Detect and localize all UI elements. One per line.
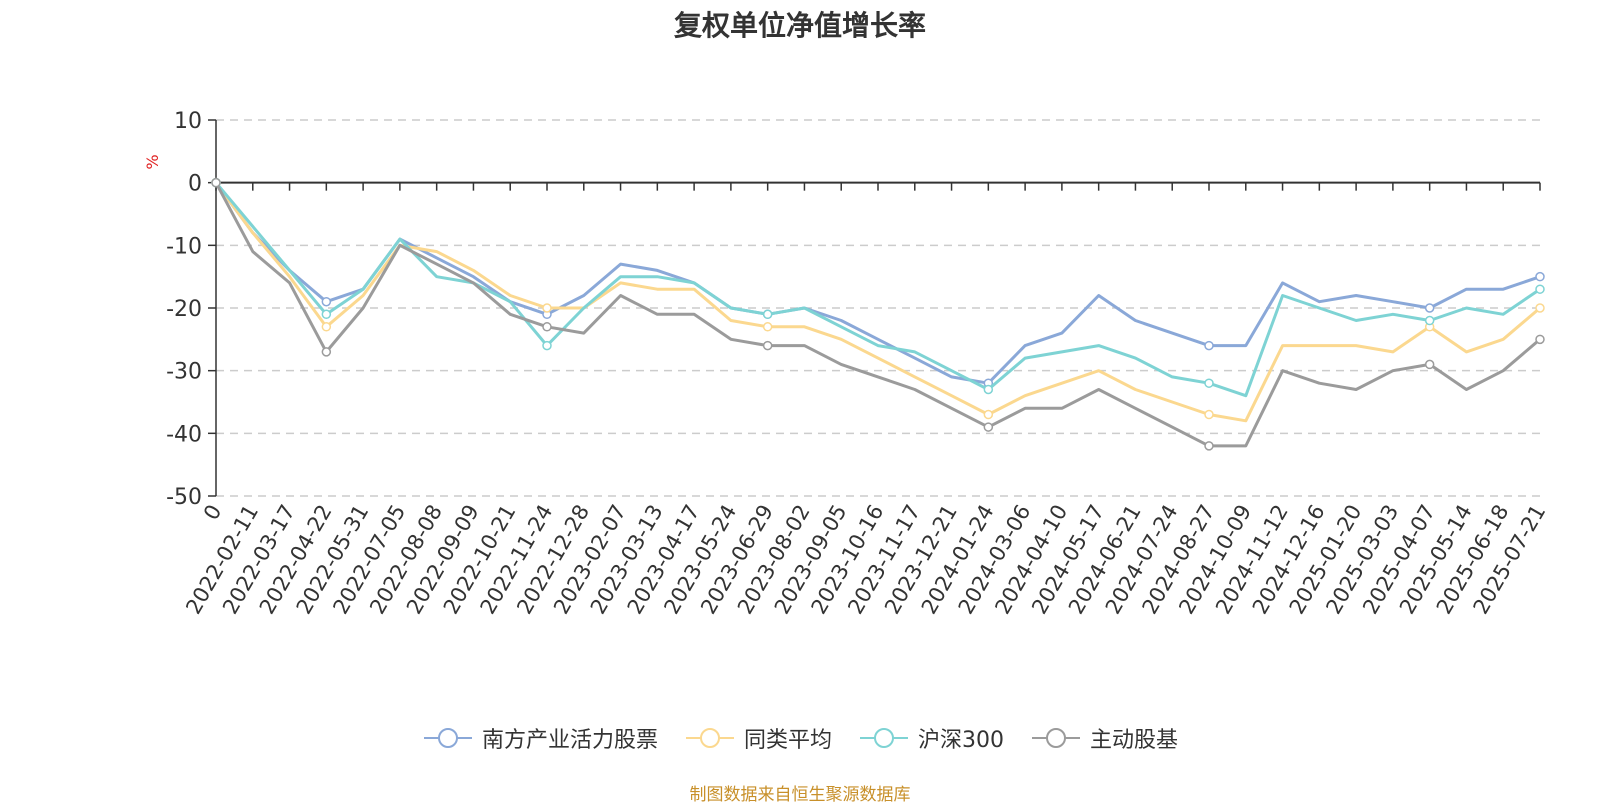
series-point: [1204, 340, 1214, 351]
series-line-2: [214, 181, 1541, 398]
series-point: [1535, 271, 1545, 282]
series-point: [542, 340, 552, 351]
series-point: [1424, 303, 1435, 313]
legend-swatch-icon: [1032, 728, 1080, 748]
series-line-1: [214, 181, 1541, 423]
series-point: [983, 384, 994, 395]
legend-item[interactable]: 同类平均: [684, 722, 832, 754]
series-point: [983, 422, 994, 432]
series-point: [321, 309, 332, 320]
series-point: [1204, 441, 1214, 451]
series-point: [1424, 359, 1435, 370]
series-point: [1204, 378, 1214, 388]
legend-item[interactable]: 主动股基: [1030, 722, 1178, 754]
y-tick-label: -20: [166, 297, 202, 322]
x-tick-label: 0: [199, 501, 226, 525]
legend-label: 沪深300: [918, 728, 1004, 753]
y-tick-label: 10: [174, 109, 202, 134]
series-point: [1535, 284, 1545, 294]
chart-title: 复权单位净值增长率: [673, 9, 926, 42]
series-point: [211, 177, 221, 188]
tick-labels: 100-10-20-30-40-50%02022-02-112022-03-17…: [143, 109, 1550, 618]
y-tick-label: -40: [166, 422, 202, 447]
series-point: [321, 347, 332, 357]
series-point: [1424, 315, 1435, 326]
series-line-3: [214, 181, 1541, 448]
grid-lines: [216, 119, 1540, 497]
legend-label: 主动股基: [1090, 728, 1179, 753]
legend: 南方产业活力股票 同类平均 沪深300 主动股基: [0, 722, 1600, 754]
series-point: [1204, 409, 1214, 420]
series-point: [762, 340, 773, 351]
source-note: 制图数据来自恒生聚源数据库: [689, 785, 911, 805]
legend-swatch-icon: [685, 728, 734, 748]
series-point: [321, 296, 332, 307]
series-point: [762, 322, 773, 332]
legend-item[interactable]: 沪深300: [858, 722, 1004, 754]
y-tick-label: -10: [166, 234, 202, 259]
y-tick-label: -30: [166, 360, 202, 385]
series-point: [1535, 334, 1545, 345]
series-point: [983, 409, 994, 420]
legend-label: 同类平均: [743, 728, 832, 753]
legend-swatch-icon: [423, 728, 472, 748]
y-axis-unit-label: %: [143, 154, 162, 169]
series-point: [321, 322, 332, 332]
series-point: [542, 322, 552, 332]
legend-item[interactable]: 南方产业活力股票: [422, 722, 658, 754]
y-tick-label: -50: [166, 485, 202, 510]
series-point: [1535, 303, 1545, 313]
series-point: [542, 303, 552, 313]
legend-label: 南方产业活力股票: [481, 728, 658, 753]
series-point: [762, 309, 773, 320]
axes: [208, 119, 1541, 497]
series-lines: [211, 177, 1545, 451]
y-tick-label: 0: [188, 172, 202, 197]
series-line-0: [214, 181, 1541, 385]
legend-swatch-icon: [860, 728, 908, 748]
